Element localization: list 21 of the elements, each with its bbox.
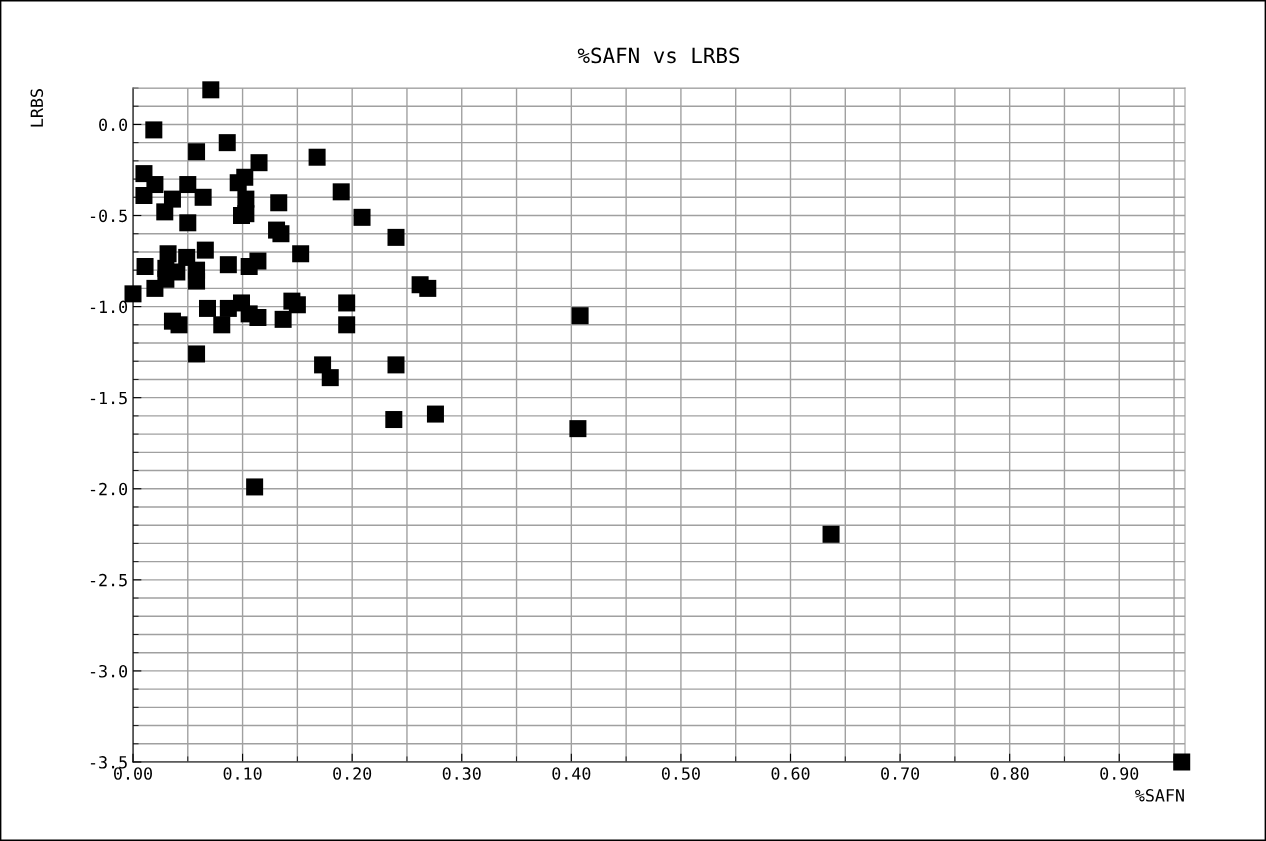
x-tick-label: 0.00 — [114, 767, 152, 780]
x-tick-label: 0.60 — [771, 767, 810, 780]
y-tick-label: -0.5 — [90, 209, 127, 223]
x-tick-label: 0.20 — [333, 767, 372, 780]
y-tick-label: -3.5 — [90, 756, 127, 769]
y-tick-label: 0.0 — [99, 118, 128, 132]
x-tick-label: 0.10 — [223, 767, 262, 780]
x-tick-label: 0.50 — [661, 767, 700, 780]
x-tick-label: 0.40 — [552, 767, 591, 780]
x-axis-title: %SAFN — [1135, 789, 1184, 802]
y-tick-label: -2.5 — [90, 573, 127, 587]
y-tick-label: -3.0 — [90, 664, 128, 678]
y-tick-label: -2.0 — [90, 482, 128, 496]
x-tick-label: 0.70 — [881, 767, 920, 780]
x-tick-label: 0.80 — [990, 767, 1029, 780]
y-tick-label: -1.5 — [90, 391, 127, 405]
x-tick-label: 0.90 — [1100, 767, 1139, 780]
x-tick-label: 0.30 — [442, 767, 481, 780]
y-axis-title: LRBS — [30, 89, 44, 127]
chart-title: %SAFN vs LRBS — [577, 47, 740, 64]
y-tick-label: -1.0 — [90, 300, 128, 314]
